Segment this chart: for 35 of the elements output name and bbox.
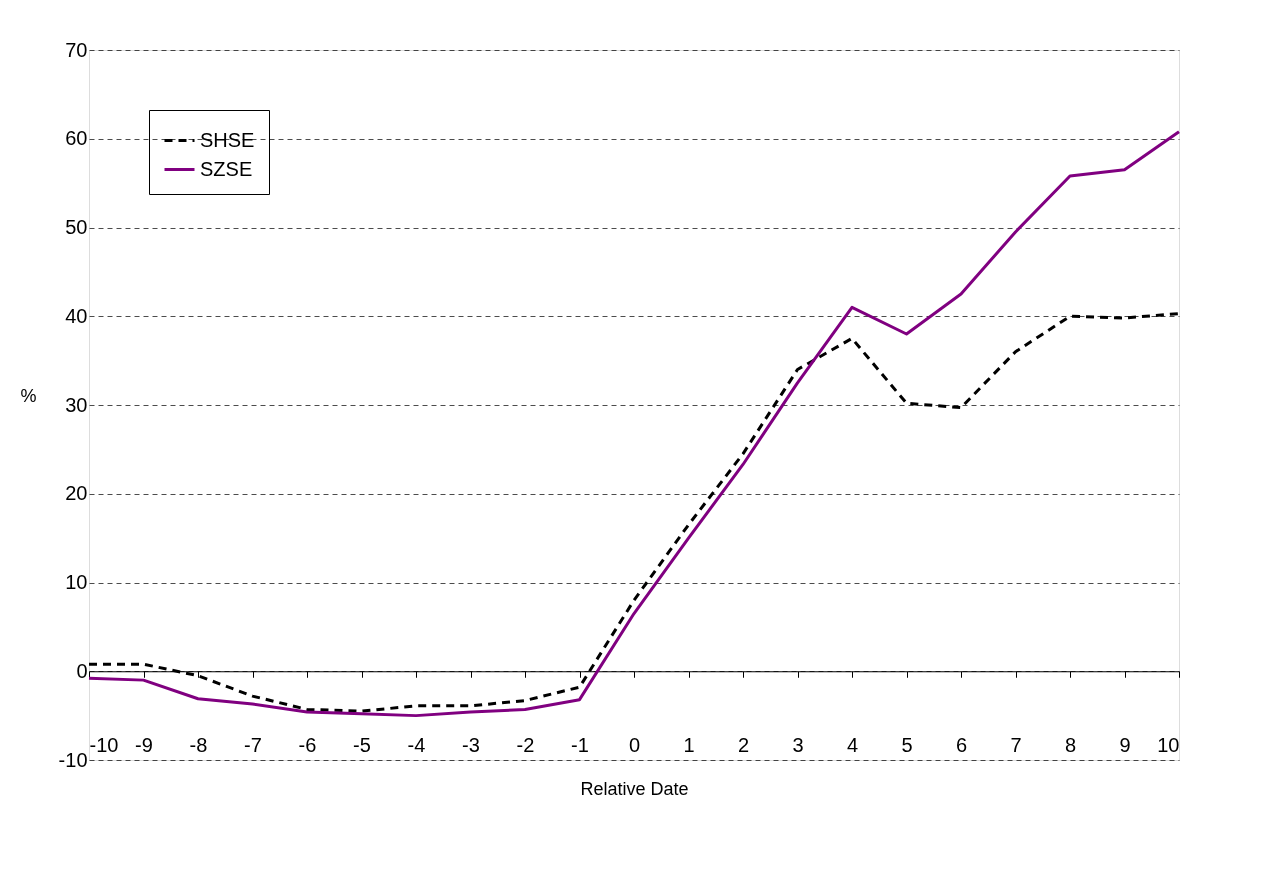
x-tick-label: -10: [89, 733, 119, 756]
x-tick-label: -6: [298, 733, 317, 756]
x-tick-label: -8: [189, 733, 208, 756]
x-tick-label: -2: [516, 733, 535, 756]
y-tick-label: 70: [65, 38, 88, 61]
y-tick-label: 50: [65, 216, 88, 238]
y-tick-label: 20: [65, 482, 88, 505]
legend-label: SHSE: [200, 128, 255, 151]
x-tick-label: -4: [407, 733, 426, 756]
y-tick-label: 60: [65, 127, 88, 150]
x-tick-label: 1: [683, 733, 695, 756]
x-tick-label: -9: [135, 733, 153, 756]
line-series: [87, 130, 1181, 718]
x-tick-label: 7: [1010, 733, 1022, 756]
x-tick-label: 0: [628, 733, 641, 756]
x-tick-label: 3: [792, 733, 804, 756]
x-tick-label: -5: [353, 733, 371, 756]
x-tick-label: 4: [846, 733, 859, 756]
y-tick-label: -10: [58, 748, 88, 771]
x-tick-label: 8: [1064, 733, 1077, 756]
y-tick-label: 10: [65, 571, 88, 593]
x-tick-label: 2: [737, 733, 750, 756]
x-tick-label: -3: [462, 733, 480, 756]
y-axis-title: %: [20, 385, 37, 406]
x-axis-title: Relative Date: [580, 778, 689, 799]
x-tick-label: -1: [571, 733, 589, 756]
y-tick-label: 40: [65, 304, 88, 327]
x-tick-label: 6: [955, 733, 968, 756]
x-tick-label: 10: [1157, 733, 1180, 756]
x-tick-label: -7: [244, 733, 262, 756]
y-tick-label: 0: [76, 659, 88, 682]
y-tick-label: 30: [65, 393, 88, 416]
x-tick-label: 9: [1119, 733, 1131, 756]
legend-label: SZSE: [200, 157, 253, 180]
x-tick-label: 5: [901, 733, 913, 756]
